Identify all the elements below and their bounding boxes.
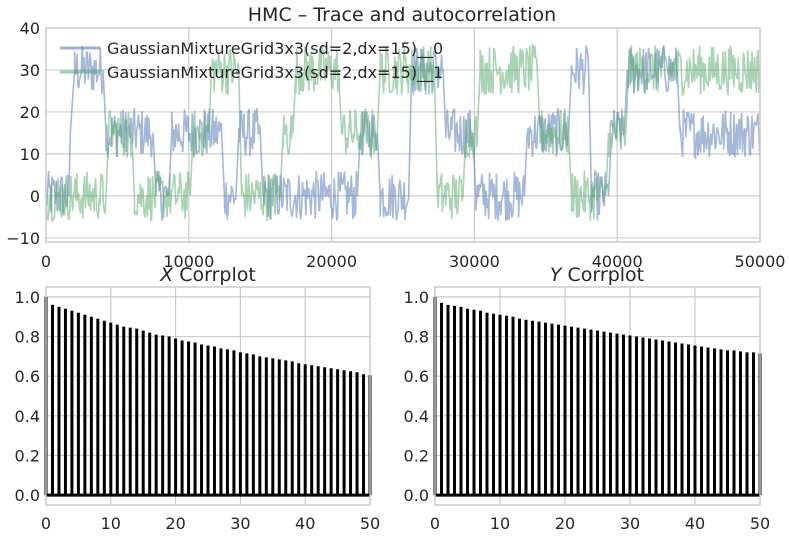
y-corrplot-title: Y Corrplot bbox=[550, 264, 644, 286]
y-corrplot-ytick-label: 0.2 bbox=[404, 446, 429, 465]
trace-title: HMC – Trace and autocorrelation bbox=[248, 4, 556, 26]
trace-xtick-label: 50000 bbox=[735, 252, 786, 271]
x-corrplot-ytick-label: 0.0 bbox=[15, 486, 40, 505]
trace-xtick-label: 30000 bbox=[449, 252, 500, 271]
y-corrplot-xtick-label: 50 bbox=[750, 514, 770, 533]
y-corrplot-xtick-label: 0 bbox=[430, 514, 440, 533]
trace-ytick-label: −10 bbox=[6, 229, 40, 248]
trace-ytick-label: 20 bbox=[20, 103, 40, 122]
trace-frame bbox=[45, 27, 761, 243]
trace-xtick-label: 40000 bbox=[592, 252, 643, 271]
trace-ytick-label: 40 bbox=[20, 19, 40, 38]
y-corrplot-xtick-label: 20 bbox=[555, 514, 575, 533]
y-corrplot-ytick-label: 0.8 bbox=[404, 328, 429, 347]
y-corrplot-bars bbox=[433, 296, 762, 497]
trace-ytick-label: 10 bbox=[20, 145, 40, 164]
x-corrplot-title: X Corrplot bbox=[159, 264, 256, 286]
trace-xtick-label: 20000 bbox=[306, 252, 357, 271]
y-corrplot-ticks: 0 10 20 30 40 50 0.0 0.2 0.4 0.6 0.8 1.0 bbox=[404, 288, 771, 533]
x-corrplot-xtick-label: 50 bbox=[360, 514, 380, 533]
y-corrplot-ytick-label: 0.4 bbox=[404, 407, 429, 426]
trace-ytick-label: 30 bbox=[20, 61, 40, 80]
trace-xtick-label: 10000 bbox=[163, 252, 214, 271]
trace-legend: GaussianMixtureGrid3x3(sd=2,dx=15)__0 Ga… bbox=[60, 39, 443, 83]
y-corrplot-xtick-label: 40 bbox=[685, 514, 705, 533]
trace-panel: HMC – Trace and autocorrelation 0 10000 20… bbox=[6, 4, 785, 271]
trace-ytick-label: 0 bbox=[30, 187, 40, 206]
x-corrplot-ytick-label: 0.2 bbox=[15, 446, 40, 465]
y-corrplot-xtick-label: 10 bbox=[490, 514, 510, 533]
y-corrplot-ytick-label: 0.0 bbox=[404, 486, 429, 505]
x-corrplot-xtick-label: 0 bbox=[41, 514, 51, 533]
x-corrplot-xtick-label: 30 bbox=[230, 514, 250, 533]
x-corrplot-panel: X Corrplot 0 10 20 30 40 50 0.0 0.2 0.4 0.6 0.8 1.0 bbox=[15, 264, 381, 533]
x-corrplot-bars bbox=[44, 296, 372, 497]
trace-lines bbox=[45, 42, 761, 223]
x-corrplot-xtick-label: 20 bbox=[165, 514, 185, 533]
y-corrplot-ytick-label: 1.0 bbox=[404, 288, 429, 307]
trace-xtick-label: 0 bbox=[41, 252, 51, 271]
trace-series-1 bbox=[45, 42, 761, 223]
legend-label-series-0: GaussianMixtureGrid3x3(sd=2,dx=15)__0 bbox=[107, 39, 443, 59]
y-corrplot-panel: Y Corrplot 0 10 20 30 40 50 0.0 0.2 0.4 0.6 0.8 1.0 bbox=[404, 264, 771, 533]
y-corrplot-frame bbox=[434, 286, 761, 506]
legend-label-series-1: GaussianMixtureGrid3x3(sd=2,dx=15)__1 bbox=[107, 63, 443, 83]
x-corrplot-frame bbox=[45, 286, 371, 506]
x-corrplot-xtick-label: 40 bbox=[295, 514, 315, 533]
x-corrplot-ytick-label: 1.0 bbox=[15, 288, 40, 307]
trace-series-0 bbox=[45, 45, 761, 221]
y-corrplot-xtick-label: 30 bbox=[620, 514, 640, 533]
x-corrplot-ytick-label: 0.6 bbox=[15, 367, 40, 386]
x-corrplot-ytick-label: 0.4 bbox=[15, 407, 40, 426]
x-corrplot-ticks: 0 10 20 30 40 50 0.0 0.2 0.4 0.6 0.8 1.0 bbox=[15, 288, 381, 533]
y-corrplot-ytick-label: 0.6 bbox=[404, 367, 429, 386]
x-corrplot-ytick-label: 0.8 bbox=[15, 328, 40, 347]
x-corrplot-xtick-label: 10 bbox=[101, 514, 121, 533]
